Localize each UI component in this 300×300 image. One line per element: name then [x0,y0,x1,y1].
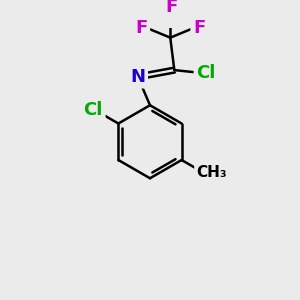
Text: F: F [135,19,148,37]
Text: Cl: Cl [84,101,103,119]
Text: N: N [130,68,145,86]
Text: F: F [166,0,178,16]
Text: F: F [193,19,205,37]
Text: CH₃: CH₃ [196,165,227,180]
Text: Cl: Cl [196,64,216,82]
